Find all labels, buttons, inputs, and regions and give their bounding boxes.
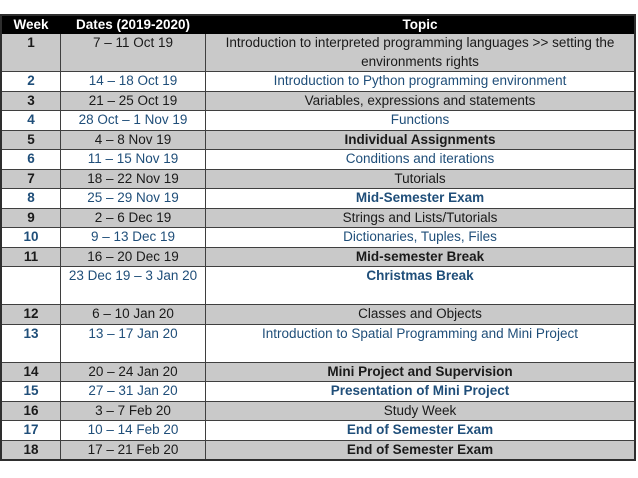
table-row: 3 21 – 25 Oct 19 Variables, expressions an… bbox=[0, 90, 636, 111]
dates-cell: 13 – 17 Jan 20 bbox=[60, 323, 206, 363]
header-row: Week Dates (2019-2020) Topic bbox=[0, 14, 636, 34]
topic-cell: Tutorials bbox=[205, 168, 636, 189]
week-cell: 4 bbox=[0, 110, 61, 131]
dates-cell: 9 – 13 Dec 19 bbox=[60, 227, 206, 248]
week-cell: 8 bbox=[0, 188, 61, 209]
header-cell-topic: Topic bbox=[205, 14, 636, 34]
week-cell: 10 bbox=[0, 227, 61, 248]
week-cell bbox=[0, 266, 61, 305]
topic-cell: Mid-semester Break bbox=[205, 246, 636, 267]
dates-cell: 28 Oct – 1 Nov 19 bbox=[60, 110, 206, 131]
dates-cell: 7 – 11 Oct 19 bbox=[60, 33, 206, 72]
dates-cell: 2 – 6 Dec 19 bbox=[60, 207, 206, 228]
week-cell: 17 bbox=[0, 420, 61, 441]
week-cell: 9 bbox=[0, 207, 61, 228]
dates-cell: 23 Dec 19 – 3 Jan 20 bbox=[60, 266, 206, 305]
week-cell: 13 bbox=[0, 323, 61, 363]
week-cell: 2 bbox=[0, 71, 61, 92]
dates-cell: 11 – 15 Nov 19 bbox=[60, 149, 206, 170]
week-cell: 11 bbox=[0, 246, 61, 267]
topic-cell: End of Semester Exam bbox=[205, 420, 636, 441]
dates-cell: 17 – 21 Feb 20 bbox=[60, 439, 206, 461]
topic-cell: Classes and Objects bbox=[205, 304, 636, 325]
week-cell: 12 bbox=[0, 304, 61, 325]
topic-cell: Individual Assignments bbox=[205, 129, 636, 150]
topic-cell: Christmas Break bbox=[205, 266, 636, 305]
table-row: 12 6 – 10 Jan 20 Classes and Objects bbox=[0, 304, 636, 325]
topic-cell: Conditions and iterations bbox=[205, 149, 636, 170]
week-cell: 15 bbox=[0, 381, 61, 402]
table-row: 14 20 – 24 Jan 20 Mini Project and Supervi… bbox=[0, 361, 636, 382]
table-row: 23 Dec 19 – 3 Jan 20 Christmas Break bbox=[0, 266, 636, 305]
topic-cell: End of Semester Exam bbox=[205, 439, 636, 461]
topic-cell: Introduction to Python programming envir… bbox=[205, 71, 636, 92]
dates-cell: 25 – 29 Nov 19 bbox=[60, 188, 206, 209]
dates-cell: 16 – 20 Dec 19 bbox=[60, 246, 206, 267]
dates-cell: 14 – 18 Oct 19 bbox=[60, 71, 206, 92]
topic-cell: Mid-Semester Exam bbox=[205, 188, 636, 209]
table-row: 7 18 – 22 Nov 19 Tutorials bbox=[0, 168, 636, 189]
week-cell: 5 bbox=[0, 129, 61, 150]
dates-cell: 20 – 24 Jan 20 bbox=[60, 361, 206, 382]
week-cell: 14 bbox=[0, 361, 61, 382]
table-row: 8 25 – 29 Nov 19 Mid-Semester Exam bbox=[0, 188, 636, 209]
table-row: 15 27 – 31 Jan 20 Presentation of Mini Pro… bbox=[0, 381, 636, 402]
topic-cell: Introduction to interpreted programming … bbox=[205, 33, 636, 72]
table-row: 11 16 – 20 Dec 19 Mid-semester Break bbox=[0, 246, 636, 267]
dates-cell: 27 – 31 Jan 20 bbox=[60, 381, 206, 402]
table-row: 6 11 – 15 Nov 19 Conditions and iterations bbox=[0, 149, 636, 170]
table-row: 13 13 – 17 Jan 20 Introduction to Spatial … bbox=[0, 323, 636, 363]
topic-cell: Introduction to Spatial Programming and … bbox=[205, 323, 636, 363]
table-row: 4 28 Oct – 1 Nov 19 Functions bbox=[0, 110, 636, 131]
header-cell-week: Week bbox=[0, 14, 61, 34]
week-cell: 18 bbox=[0, 439, 61, 461]
table-row: 10 9 – 13 Dec 19 Dictionaries, Tuples, Fil… bbox=[0, 227, 636, 248]
week-cell: 1 bbox=[0, 33, 61, 72]
topic-cell: Dictionaries, Tuples, Files bbox=[205, 227, 636, 248]
dates-cell: 18 – 22 Nov 19 bbox=[60, 168, 206, 189]
topic-cell: Variables, expressions and statements bbox=[205, 90, 636, 111]
header-cell-dates: Dates (2019-2020) bbox=[60, 14, 206, 34]
dates-cell: 6 – 10 Jan 20 bbox=[60, 304, 206, 325]
table-row: 18 17 – 21 Feb 20 End of Semester Exam bbox=[0, 439, 636, 461]
topic-cell: Presentation of Mini Project bbox=[205, 381, 636, 402]
table-row: 2 14 – 18 Oct 19 Introduction to Python pr… bbox=[0, 71, 636, 92]
dates-cell: 3 – 7 Feb 20 bbox=[60, 400, 206, 421]
topic-cell: Strings and Lists/Tutorials bbox=[205, 207, 636, 228]
week-cell: 6 bbox=[0, 149, 61, 170]
dates-cell: 21 – 25 Oct 19 bbox=[60, 90, 206, 111]
topic-cell: Functions bbox=[205, 110, 636, 131]
week-cell: 3 bbox=[0, 90, 61, 111]
table-row: 16 3 – 7 Feb 20 Study Week bbox=[0, 400, 636, 421]
week-cell: 7 bbox=[0, 168, 61, 189]
topic-cell: Study Week bbox=[205, 400, 636, 421]
dates-cell: 4 – 8 Nov 19 bbox=[60, 129, 206, 150]
dates-cell: 10 – 14 Feb 20 bbox=[60, 420, 206, 441]
table-row: 17 10 – 14 Feb 20 End of Semester Exam bbox=[0, 420, 636, 441]
week-cell: 16 bbox=[0, 400, 61, 421]
topic-cell: Mini Project and Supervision bbox=[205, 361, 636, 382]
